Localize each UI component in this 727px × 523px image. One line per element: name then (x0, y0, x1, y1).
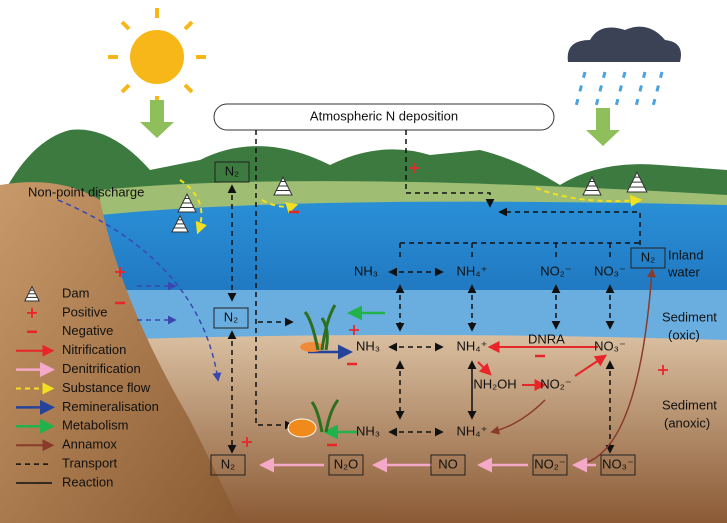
legend-label: Negative (62, 323, 113, 338)
label-sediment-anoxic: Sediment (662, 397, 717, 412)
nodes: N₂ N₂ NH₃ NH₄⁺ NO₂⁻ NO₃⁻ N₂ NH₃ NH₄⁺ NO₃⁻ NH₂OH NO₂… (210, 161, 666, 476)
legend-label: Metabolism (62, 418, 128, 433)
node-label: NH₄⁺ (457, 263, 488, 278)
fish (300, 342, 324, 352)
sun (108, 8, 206, 138)
fish (287, 418, 317, 438)
node-box (210, 454, 246, 476)
arrow (261, 199, 299, 214)
plant (303, 304, 340, 433)
positive-sign (410, 163, 420, 173)
node-label: NO₃⁻ (594, 263, 626, 278)
arrow (498, 207, 641, 245)
node-label: N₂ (225, 163, 239, 178)
legend-label: Annamox (62, 437, 117, 452)
node-label: NO₃⁻ (602, 456, 634, 471)
title: Atmospheric N deposition (310, 108, 458, 123)
node-label: NH₂OH (473, 376, 516, 391)
node-label: NH₃ (354, 263, 378, 278)
legend-label: Positive (62, 304, 108, 319)
label-inland-water: water (667, 264, 700, 279)
node-box (328, 454, 364, 476)
node-box (430, 454, 466, 476)
positive-sign (242, 437, 252, 447)
node-label: N₂O (334, 456, 359, 471)
legend-label: Denitrification (62, 361, 141, 376)
label-sediment-oxic: Sediment (662, 309, 717, 324)
positive-sign (658, 365, 668, 375)
label-sediment-oxic: (oxic) (668, 327, 700, 342)
arrows (16, 130, 668, 473)
node-label: NH₄⁺ (457, 338, 488, 353)
label-inland-water: Inland (668, 247, 703, 262)
legend-label: Substance flow (62, 380, 151, 395)
title-box (213, 103, 555, 131)
node-box (532, 454, 568, 476)
rain-cloud (567, 26, 681, 146)
arrow (405, 130, 495, 208)
legend-label: Nitrification (62, 342, 126, 357)
positive-sign (27, 307, 37, 318)
legend-label: Transport (62, 456, 118, 471)
arrow (179, 179, 207, 235)
label-dnra: DNRA (528, 331, 565, 346)
node-label: N₂ (224, 309, 238, 324)
arrow (535, 187, 643, 207)
label-non-point: Non-point discharge (28, 184, 144, 199)
node-label: NH₃ (356, 423, 380, 438)
arrow (255, 130, 294, 430)
node-label: NO₂⁻ (540, 376, 571, 391)
positive-sign (115, 267, 125, 277)
legend: Dam Positive Negative Nitrification Denitrif… (16, 285, 159, 489)
node-label: NH₃ (356, 338, 380, 353)
node-box (214, 161, 250, 183)
legend-label: Dam (62, 285, 89, 300)
label-sediment-anoxic: (anoxic) (664, 415, 710, 430)
node-label: NO₂⁻ (534, 456, 565, 471)
node-box (213, 307, 249, 329)
arrow (399, 242, 640, 258)
positive-sign (349, 325, 359, 335)
node-label: NO₂⁻ (540, 263, 571, 278)
legend-label: Reaction (62, 474, 113, 489)
node-box (630, 247, 666, 269)
node-label: NO (438, 456, 458, 471)
legend-label: Remineralisation (62, 399, 159, 414)
node-label: N₂ (221, 456, 235, 471)
node-label: N₂ (641, 249, 655, 264)
arrow (587, 268, 656, 463)
arrow (490, 399, 546, 435)
node-box (600, 454, 636, 476)
arrow (477, 361, 492, 376)
arrow (574, 354, 607, 377)
node-label: NO₃⁻ (594, 338, 626, 353)
arrow (57, 199, 222, 382)
node-label: NH₄⁺ (457, 423, 488, 438)
